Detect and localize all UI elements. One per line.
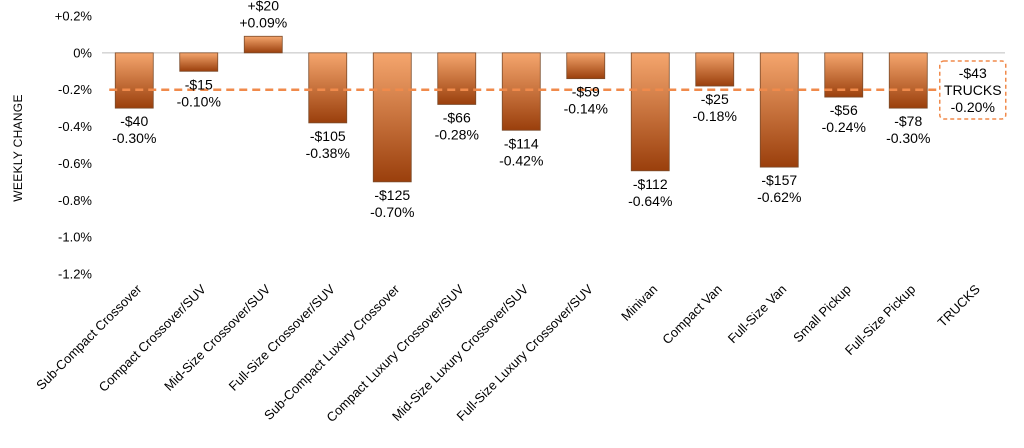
bar-percent-label: -0.18% — [693, 108, 737, 124]
bar — [179, 52, 219, 72]
bar-dollar-label: -$59 — [572, 84, 600, 100]
bar — [759, 52, 799, 168]
bar-percent-label: -0.70% — [370, 204, 414, 220]
bar-dollar-label: -$125 — [374, 187, 410, 203]
category-label: Full-Size Luxury Crossover/SUV — [453, 281, 596, 424]
y-tick-label: -0.6% — [58, 156, 92, 171]
bar-percent-label: -0.14% — [564, 101, 608, 117]
bar — [888, 52, 928, 109]
bar-percent-label: -0.30% — [886, 130, 930, 146]
bar-percent-label: -0.64% — [628, 193, 672, 209]
bar — [630, 52, 670, 172]
bar-percent-label: -0.30% — [112, 130, 156, 146]
category-label: Minivan — [618, 282, 660, 324]
bar-dollar-label: -$78 — [894, 113, 922, 129]
y-tick-label: -1.0% — [58, 230, 92, 245]
average-callout-box — [939, 60, 1007, 120]
average-dollar-label: -$43 — [959, 65, 987, 81]
bar-percent-label: -0.42% — [499, 152, 543, 168]
bar-dollar-label: -$66 — [443, 109, 471, 125]
category-label: Full-Size Van — [725, 282, 790, 347]
category-label: Sub-Compact Crossover — [33, 281, 145, 393]
bar — [372, 52, 412, 183]
average-name-label: TRUCKS — [944, 82, 1002, 98]
category-label: Mid-Size Crossover/SUV — [161, 281, 273, 393]
category-label: Sub-Compact Luxury Crossover — [261, 281, 403, 423]
y-tick-label: 0% — [73, 45, 92, 60]
bar-percent-label: +0.09% — [239, 14, 287, 30]
y-tick-label: -1.2% — [58, 267, 92, 282]
y-tick-label: +0.2% — [55, 9, 93, 24]
bar-dollar-label: -$157 — [761, 172, 797, 188]
category-label: Compact Crossover/SUV — [96, 281, 210, 395]
bar-dollar-label: -$114 — [504, 135, 539, 151]
category-label: Full-Size Pickup — [842, 282, 919, 359]
bar-dollar-label: -$40 — [120, 113, 148, 129]
category-label: Compact Van — [659, 282, 725, 348]
bar-dollar-label: -$112 — [633, 176, 668, 192]
bar-percent-label: -0.28% — [435, 126, 479, 142]
category-label: Mid-Size Luxury Crossover/SUV — [389, 281, 532, 424]
bar-percent-label: -0.62% — [757, 189, 801, 205]
y-axis-label: WEEKLY CHANGE — [11, 94, 25, 201]
bar-percent-label: -0.24% — [822, 119, 866, 135]
bar-dollar-label: -$56 — [830, 102, 858, 118]
category-label: TRUCKS — [934, 281, 983, 330]
bar-dollar-label: -$15 — [185, 76, 213, 92]
bar — [243, 35, 283, 54]
bar-percent-label: -0.10% — [177, 93, 221, 109]
bar — [437, 52, 477, 105]
y-tick-label: -0.2% — [58, 82, 92, 97]
bar — [308, 52, 348, 124]
bar-dollar-label: -$25 — [701, 91, 729, 107]
bar-dollar-label: +$20 — [247, 0, 279, 13]
bar — [114, 52, 154, 109]
y-tick-label: -0.4% — [58, 119, 92, 134]
bar — [695, 52, 735, 87]
bar-dollar-label: -$105 — [310, 128, 346, 144]
category-label: Small Pickup — [790, 282, 854, 346]
bar — [501, 52, 541, 131]
category-label: Full-Size Crossover/SUV — [226, 281, 338, 393]
category-label: Compact Luxury Crossover/SUV — [323, 281, 467, 425]
average-percent-label: -0.20% — [951, 99, 995, 115]
bar — [566, 52, 606, 80]
y-tick-label: -0.8% — [58, 193, 92, 208]
bar-percent-label: -0.38% — [306, 145, 350, 161]
